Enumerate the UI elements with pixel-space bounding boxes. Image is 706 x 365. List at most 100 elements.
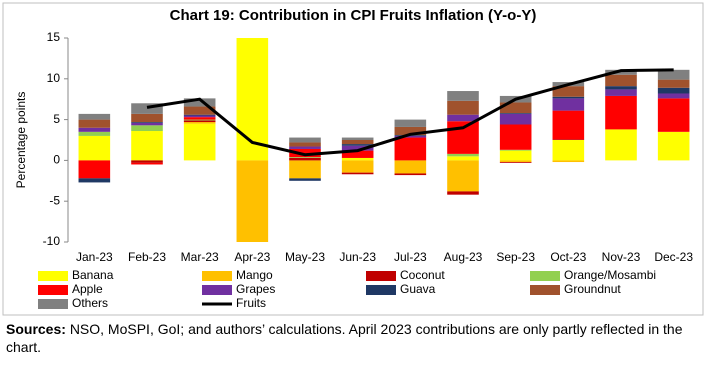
bar-segment	[131, 162, 163, 165]
bar-segment	[341, 160, 374, 173]
x-tick-label: May-23	[285, 250, 325, 264]
bar-segment	[394, 135, 427, 138]
chart-title: Chart 19: Contribution in CPI Fruits Inf…	[170, 7, 537, 24]
bar-segment	[499, 113, 532, 125]
bar-segment	[341, 150, 374, 158]
bar-segment	[499, 160, 532, 163]
y-tick-label: 5	[53, 112, 60, 126]
bar-segment	[499, 162, 532, 163]
bar-segment	[341, 140, 374, 145]
bar-segment	[289, 178, 321, 181]
note-text: NSO, MoSPI, GoI; and authors’ calculatio…	[6, 321, 683, 355]
bar-segment	[131, 103, 163, 114]
bar-segment	[78, 127, 111, 132]
legend-label: Groundnut	[564, 282, 621, 296]
bar-segment	[78, 160, 111, 179]
bar-segment	[131, 122, 163, 123]
legend-label: Banana	[72, 268, 114, 282]
bar-segment	[447, 114, 479, 122]
bar-segment	[552, 140, 585, 161]
bar-segment	[183, 117, 216, 120]
bar-segment	[552, 86, 585, 97]
y-axis-label: Percentage points	[14, 92, 28, 189]
bar-segment	[183, 123, 216, 161]
legend-swatch	[366, 285, 396, 295]
legend-label: Fruits	[236, 296, 266, 310]
bar-segment	[131, 113, 163, 123]
legend-label: Guava	[400, 282, 436, 296]
bar-segment	[657, 93, 690, 99]
bar-segment	[447, 91, 479, 101]
bar-segment	[552, 160, 585, 163]
bar-segment	[131, 160, 163, 163]
chart-frame	[2, 2, 704, 316]
legend-swatch	[38, 271, 68, 281]
x-tick-label: Nov-23	[602, 250, 641, 264]
legend-swatch	[530, 285, 560, 295]
bar-segment	[183, 122, 216, 124]
legend-swatch	[38, 285, 68, 295]
bar-segment	[657, 69, 690, 80]
legend-swatch	[530, 271, 560, 281]
x-tick-label: Oct-23	[550, 250, 586, 264]
legend-label: Apple	[72, 282, 103, 296]
legend-swatch	[202, 271, 232, 281]
legend-label: Others	[72, 296, 108, 310]
y-tick-label: 0	[53, 153, 60, 167]
bar-segment	[341, 172, 374, 175]
bar-segment	[78, 178, 111, 183]
bar-segment	[78, 135, 111, 161]
x-tick-label: Jan-23	[76, 250, 113, 264]
x-tick-label: Mar-23	[181, 250, 219, 264]
bar-segment	[605, 129, 637, 161]
bar-segment	[394, 126, 427, 136]
bar-segment	[394, 137, 427, 161]
bar-segment	[341, 137, 374, 140]
note-label: Sources:	[6, 321, 66, 337]
y-tick-label: 15	[47, 30, 61, 44]
bar-segment	[605, 69, 637, 75]
bar-segment	[657, 131, 690, 161]
legend-swatch	[38, 299, 68, 309]
legend-label: Coconut	[400, 268, 445, 282]
bar-segment	[394, 160, 427, 174]
bar-segment	[447, 153, 479, 157]
legend-label: Orange/Mosambi	[564, 268, 656, 282]
chart: Chart 19: Contribution in CPI Fruits Inf…	[2, 2, 704, 316]
bar-segment	[394, 173, 427, 176]
bar-segment	[289, 146, 321, 149]
y-tick-label: -5	[49, 193, 60, 207]
bar-segment	[447, 100, 479, 115]
bar-segment	[552, 139, 585, 140]
bar-segment	[605, 89, 637, 96]
bar-segment	[78, 113, 111, 120]
bar-segment	[183, 106, 216, 115]
x-tick-label: Sep-23	[496, 250, 535, 264]
fruits-line	[146, 68, 674, 157]
x-tick-label: Jul-23	[394, 250, 427, 264]
bar-segment	[605, 86, 637, 90]
bar-segment	[447, 191, 479, 195]
legend-swatch	[366, 271, 396, 281]
x-tick-label: Aug-23	[444, 250, 483, 264]
legend-swatch	[202, 285, 232, 295]
bar-segment	[605, 95, 637, 130]
source-note: Sources: NSO, MoSPI, GoI; and authors’ c…	[6, 320, 702, 356]
bars	[78, 38, 690, 242]
bar-segment	[657, 79, 690, 88]
bar-segment	[341, 145, 374, 151]
bar-segment	[78, 131, 111, 136]
bar-segment	[183, 98, 216, 107]
x-tick-label: Apr-23	[234, 250, 270, 264]
bar-segment	[499, 150, 532, 161]
bar-segment	[236, 160, 269, 242]
y-tick-label: -10	[43, 234, 61, 248]
bar-segment	[78, 119, 111, 128]
bar-segment	[131, 122, 163, 126]
legend-label: Grapes	[236, 282, 275, 296]
bar-segment	[499, 102, 532, 114]
bar-segment	[447, 156, 479, 161]
bar-segment	[499, 124, 532, 150]
bar-segment	[657, 98, 690, 132]
